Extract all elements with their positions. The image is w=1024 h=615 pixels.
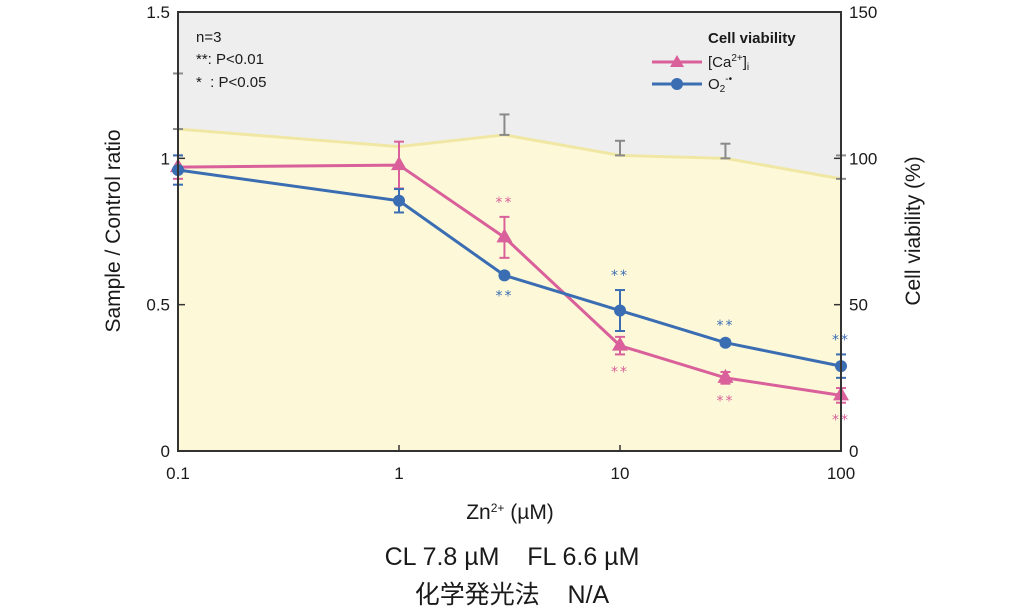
y-axis-right-title: Cell viability (%) bbox=[902, 156, 925, 305]
significance-marker-o2: ** bbox=[611, 268, 629, 284]
legend-label-ca: [Ca2+]i bbox=[708, 53, 749, 73]
x-axis-title-base: Zn bbox=[466, 501, 491, 524]
x-tick-label: 1 bbox=[394, 464, 403, 483]
axis-layer: 0.1 1 10 100 0 0.5 1 1.5 0 50 100 150 bbox=[146, 3, 877, 483]
data-point-o2 bbox=[393, 194, 405, 207]
series-line-o2 bbox=[177, 168, 842, 368]
y-left-tick-label: 1 bbox=[161, 149, 170, 168]
legend-entry-o2: O2-• bbox=[652, 74, 733, 95]
significance-marker-o2: ** bbox=[495, 288, 513, 304]
legend-label-ca-main: [Ca bbox=[708, 54, 732, 71]
viability-area bbox=[178, 129, 841, 452]
y-left-tick-label: 0 bbox=[161, 442, 170, 461]
x-tick-label: 100 bbox=[827, 464, 855, 483]
legend-circle-icon bbox=[671, 78, 683, 90]
data-point-ca bbox=[391, 156, 407, 171]
annotation-n: n=3 bbox=[196, 29, 221, 46]
legend-label-o2: O2-• bbox=[708, 74, 733, 95]
y-right-tick-label: 150 bbox=[849, 3, 877, 22]
x-axis-title-sup: 2+ bbox=[491, 501, 505, 515]
data-point-o2 bbox=[614, 304, 626, 317]
legend-title: Cell viability bbox=[708, 30, 796, 47]
data-point-ca bbox=[612, 336, 628, 351]
legend-label-o2-main: O bbox=[708, 76, 720, 93]
x-axis-title: Zn2+ (µM) bbox=[466, 501, 554, 524]
annotation-block: n=3 **: P<0.01 * : P<0.05 bbox=[196, 29, 266, 91]
data-point-o2 bbox=[719, 336, 732, 349]
annotation-p005: * : P<0.05 bbox=[196, 74, 266, 91]
plot-frame bbox=[177, 11, 842, 452]
data-point-o2 bbox=[498, 269, 511, 282]
y-left-tick-label: 0.5 bbox=[146, 296, 170, 315]
data-point-ca bbox=[496, 228, 513, 243]
legend-label-ca-close: ] bbox=[743, 54, 747, 71]
y-right-tick-label: 100 bbox=[849, 149, 877, 168]
caption-line-2: 化学発光法 N/A bbox=[414, 581, 610, 609]
data-point-ca bbox=[717, 368, 734, 383]
legend-label-o2-sub: 2 bbox=[720, 84, 726, 95]
y-right-tick-label: 50 bbox=[849, 296, 868, 315]
legend-label-ca-sub: i bbox=[747, 62, 749, 73]
x-axis-title-unit: (µM) bbox=[504, 501, 553, 524]
legend-entry-ca: [Ca2+]i bbox=[652, 53, 749, 73]
y-axis-left-title: Sample / Control ratio bbox=[102, 129, 125, 332]
legend-label-ca-sup: 2+ bbox=[731, 53, 743, 64]
y-right-tick-label: 0 bbox=[849, 442, 858, 461]
viability-area-layer bbox=[173, 72, 846, 452]
x-tick-label: 10 bbox=[611, 464, 630, 483]
legend-label-o2-sup: -• bbox=[725, 74, 732, 85]
significance-marker-ca: ** bbox=[495, 195, 513, 211]
significance-marker-o2: ** bbox=[716, 318, 734, 334]
legend-triangle-icon bbox=[670, 55, 684, 67]
annotation-p001: **: P<0.01 bbox=[196, 51, 264, 68]
caption-line-1: CL 7.8 µM FL 6.6 µM bbox=[384, 543, 640, 571]
legend: Cell viability [Ca2+]i O2-• bbox=[652, 30, 796, 95]
y-left-tick-label: 1.5 bbox=[146, 3, 170, 22]
chart: **************** 0.1 1 10 10000.511.5050100… bbox=[102, 3, 925, 524]
significance-marker-ca: ** bbox=[611, 364, 629, 380]
significance-marker-ca: ** bbox=[716, 394, 734, 410]
x-tick-label: 0.1 bbox=[166, 464, 190, 483]
series-layer: **************** bbox=[170, 140, 849, 429]
viability-line bbox=[177, 127, 842, 181]
